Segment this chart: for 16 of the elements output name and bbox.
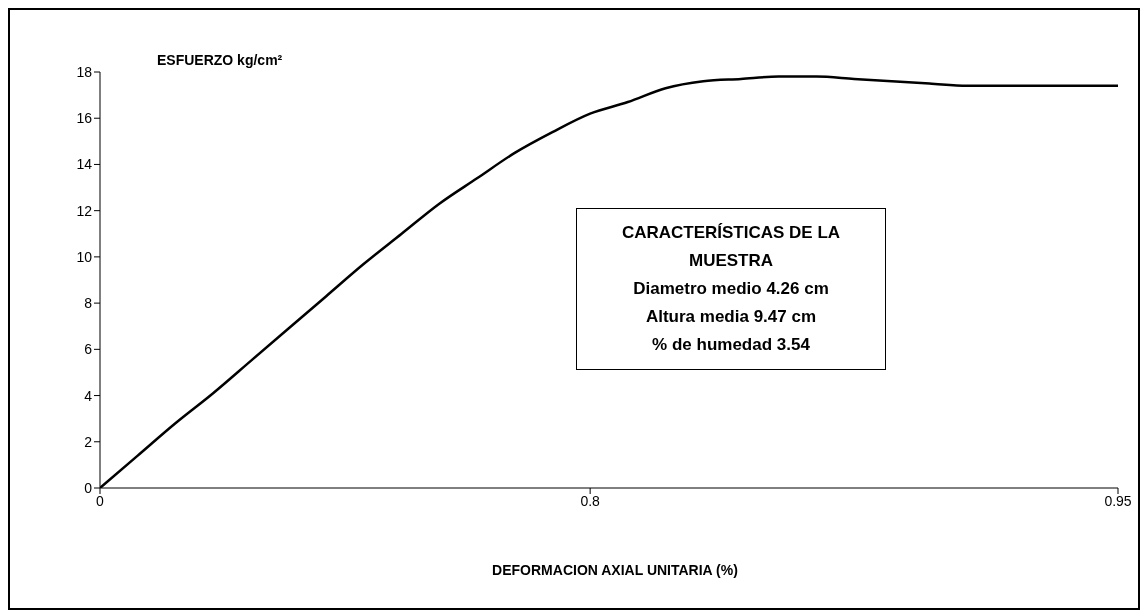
note-box: CARACTERÍSTICAS DE LA MUESTRA Diametro medio 4.26 cm Altura media 9.47 cm % de humedad 3.54 [576, 208, 886, 370]
y-tick-label: 4 [84, 387, 93, 404]
y-tick-label: 16 [76, 110, 93, 127]
y-tick-label: 18 [76, 63, 93, 80]
x-tick-label: 0.8 [580, 492, 601, 509]
y-tick-label: 12 [76, 202, 93, 219]
x-tick-label: 0.95 [1104, 492, 1132, 509]
y-tick-label: 0 [84, 479, 93, 496]
y-tick-label: 2 [84, 433, 93, 450]
y-axis-title: ESFUERZO kg/cm² [157, 52, 283, 68]
y-tick-label: 14 [76, 156, 93, 173]
y-tick-label: 8 [84, 295, 93, 312]
x-axis-title: DEFORMACION AXIAL UNITARIA (%) [491, 562, 739, 578]
y-tick-label: 6 [84, 341, 93, 358]
x-tick-label: 0 [96, 492, 105, 509]
y-tick-label: 10 [76, 248, 93, 265]
